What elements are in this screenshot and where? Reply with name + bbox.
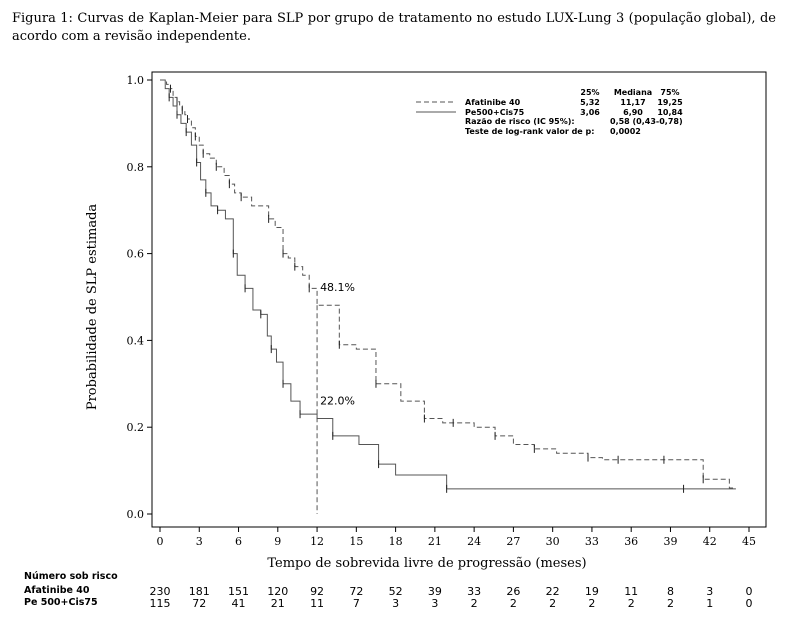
x-tick-label: 30 xyxy=(546,535,560,548)
risk-count: 11 xyxy=(624,585,638,598)
y-axis-label: Probabilidade de SLP estimada xyxy=(85,204,100,411)
legend-header: Mediana xyxy=(614,88,652,97)
legend-value: 5,32 xyxy=(580,98,600,107)
legend-layer: 25% Mediana 75% Afatinibe 40 5,32 11,17 19,25 P… xyxy=(416,88,683,136)
risk-row-label-pe-cis: Pe 500+Cis75 xyxy=(24,597,98,608)
axes-layer: 0 3 6 9 12 15 18 21 24 27 30 33 36 39 42 450.00.20.40.6… xyxy=(127,74,757,548)
risk-count: 11 xyxy=(310,597,324,610)
risk-count: 3 xyxy=(706,585,713,598)
risk-count: 2 xyxy=(628,597,635,610)
legend-value: 6,90 xyxy=(623,108,643,117)
risk-count: 0 xyxy=(746,585,753,598)
risk-count: 3 xyxy=(431,597,438,610)
risk-count: 72 xyxy=(349,585,363,598)
figure-caption: Figura 1: Curvas de Kaplan-Meier para SL… xyxy=(12,11,776,44)
y-tick-label: 0.4 xyxy=(127,334,145,347)
x-tick-label: 39 xyxy=(663,535,677,548)
x-tick-label: 15 xyxy=(349,535,363,548)
x-tick-label: 9 xyxy=(274,535,281,548)
y-tick-label: 0.0 xyxy=(127,508,145,521)
risk-count: 41 xyxy=(232,597,246,610)
risk-count: 8 xyxy=(667,585,674,598)
risk-count: 72 xyxy=(192,597,206,610)
legend-header: 25% xyxy=(580,88,599,97)
legend-value: 3,06 xyxy=(580,108,600,117)
risk-count: 21 xyxy=(271,597,285,610)
risk-count: 39 xyxy=(428,585,442,598)
risk-count: 2 xyxy=(667,597,674,610)
risk-count: 151 xyxy=(228,585,249,598)
risk-count: 2 xyxy=(549,597,556,610)
x-tick-label: 0 xyxy=(157,535,164,548)
annotation-layer: 48.1% 22.0% xyxy=(316,281,355,514)
risk-row-label-afatinibe: Afatinibe 40 xyxy=(24,585,90,596)
x-tick-label: 21 xyxy=(428,535,442,548)
risk-count: 2 xyxy=(588,597,595,610)
risk-count: 115 xyxy=(150,597,171,610)
x-tick-label: 18 xyxy=(389,535,403,548)
risk-count: 52 xyxy=(389,585,403,598)
x-tick-label: 36 xyxy=(624,535,638,548)
legend-label: Pe500+Cis75 xyxy=(465,108,525,117)
plot-frame xyxy=(151,71,767,528)
legend-label: Afatinibe 40 xyxy=(465,98,521,107)
risk-table-title: Número sob risco xyxy=(24,571,118,582)
km-curve-afatinibe xyxy=(160,79,736,489)
x-tick-label: 6 xyxy=(235,535,242,548)
legend-header: 75% xyxy=(660,88,679,97)
risk-count: 7 xyxy=(353,597,360,610)
annotation-label: 48.1% xyxy=(320,281,355,294)
risk-count: 1 xyxy=(706,597,713,610)
series-layer xyxy=(160,79,736,493)
x-tick-label: 33 xyxy=(585,535,599,548)
risk-count: 181 xyxy=(189,585,210,598)
x-axis-label: Tempo de sobrevida livre de progressão (… xyxy=(267,556,586,571)
x-tick-label: 27 xyxy=(506,535,520,548)
legend-value: 19,25 xyxy=(657,98,683,107)
x-tick-label: 3 xyxy=(196,535,203,548)
y-tick-label: 0.2 xyxy=(127,421,145,434)
risk-count: 3 xyxy=(392,597,399,610)
legend-value: 10,84 xyxy=(657,108,683,117)
risk-count: 26 xyxy=(506,585,520,598)
risk-count: 230 xyxy=(150,585,171,598)
y-tick-label: 0.6 xyxy=(127,248,145,261)
risk-count: 19 xyxy=(585,585,599,598)
x-tick-label: 45 xyxy=(742,535,756,548)
risk-count: 120 xyxy=(267,585,288,598)
logrank-value: 0,0002 xyxy=(610,127,641,136)
risk-count: 0 xyxy=(746,597,753,610)
km-curve-pe-cis xyxy=(160,79,736,490)
hazard-label: Razão de risco (IC 95%): xyxy=(465,117,575,126)
risk-count: 33 xyxy=(467,585,481,598)
annotation-label: 22.0% xyxy=(320,395,355,408)
risk-count: 22 xyxy=(546,585,560,598)
x-tick-label: 24 xyxy=(467,535,481,548)
hazard-value: 0,58 (0,43-0,78) xyxy=(610,117,683,126)
risk-count: 2 xyxy=(510,597,517,610)
risk-count: 2 xyxy=(471,597,478,610)
legend-value: 11,17 xyxy=(620,98,645,107)
y-tick-label: 1.0 xyxy=(127,74,145,87)
logrank-label: Teste de log-rank valor de p: xyxy=(465,127,594,136)
x-tick-label: 42 xyxy=(703,535,717,548)
y-tick-label: 0.8 xyxy=(127,161,145,174)
x-tick-label: 12 xyxy=(310,535,324,548)
risk-count: 92 xyxy=(310,585,324,598)
